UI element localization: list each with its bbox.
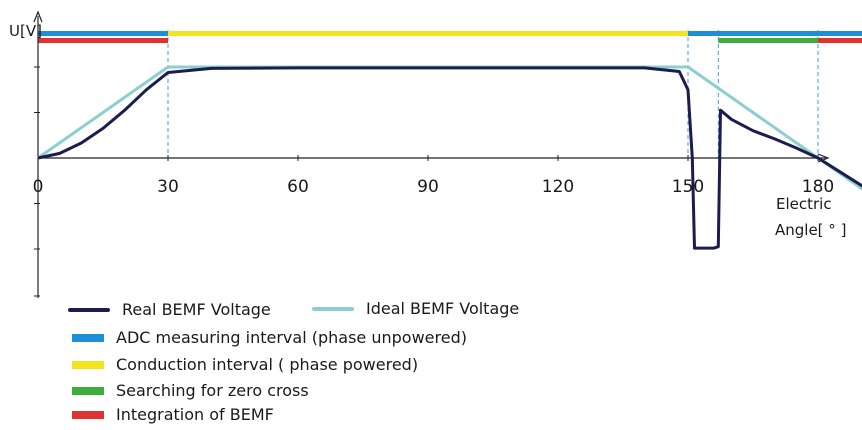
x-tick-label-4: 120 bbox=[542, 177, 574, 197]
y-axis-arrow bbox=[33, 10, 43, 23]
legend-real-swatch bbox=[68, 307, 110, 312]
legend-conduction: Conduction interval ( phase powered) bbox=[72, 355, 418, 374]
bemf-chart: 0306090120150180210240270300330360390 U[… bbox=[9, 10, 862, 298]
legend-real: Real BEMF Voltage bbox=[68, 300, 271, 319]
legend-conduction-swatch bbox=[72, 360, 104, 369]
x-axis-label-line-1: Electric bbox=[776, 195, 832, 213]
legend-ideal: Ideal BEMF Voltage bbox=[312, 299, 519, 318]
real-series bbox=[37, 66, 862, 250]
x-tick-label-2: 60 bbox=[287, 177, 309, 197]
legend-real-label: Real BEMF Voltage bbox=[122, 300, 271, 319]
real-bemf-line bbox=[37, 66, 862, 250]
interval-bar-3-1 bbox=[818, 38, 862, 43]
x-tick-label-6: 180 bbox=[802, 177, 834, 197]
legend-adc-label: ADC measuring interval (phase unpowered) bbox=[116, 328, 467, 347]
x-tick-label-0: 0 bbox=[33, 177, 44, 197]
x-axis-label-line-2: Angle[ ° ] bbox=[775, 221, 846, 239]
legend-integration-label: Integration of BEMF bbox=[116, 405, 274, 424]
x-tick-label-1: 30 bbox=[157, 177, 179, 197]
interval-bar-0-0 bbox=[38, 31, 168, 36]
guide-lines bbox=[37, 30, 819, 158]
legend-adc: ADC measuring interval (phase unpowered) bbox=[72, 328, 467, 347]
legend-zero-cross: Searching for zero cross bbox=[72, 381, 309, 400]
tick-labels: 0306090120150180210240270300330360390 bbox=[33, 177, 835, 197]
legend-integration-swatch bbox=[72, 410, 104, 419]
legend-zero-cross-label: Searching for zero cross bbox=[116, 381, 309, 400]
legend-adc-swatch bbox=[72, 333, 104, 342]
legend-conduction-label: Conduction interval ( phase powered) bbox=[116, 355, 419, 374]
x-tick-label-3: 90 bbox=[417, 177, 439, 197]
legend-ideal-label: Ideal BEMF Voltage bbox=[366, 299, 520, 318]
legend-integration: Integration of BEMF bbox=[72, 405, 274, 424]
legend-ideal-swatch bbox=[312, 306, 354, 311]
interval-bar-0-1 bbox=[688, 31, 862, 36]
legend-zero-cross-swatch bbox=[72, 386, 104, 395]
axes bbox=[33, 10, 830, 298]
x-tick-label-5: 150 bbox=[672, 177, 704, 197]
interval-bar-1-0 bbox=[168, 31, 688, 36]
y-axis-label: U[V] bbox=[9, 22, 42, 40]
interval-bars bbox=[38, 31, 862, 43]
interval-bar-2-0 bbox=[718, 38, 818, 43]
interval-bar-3-0 bbox=[38, 38, 168, 43]
